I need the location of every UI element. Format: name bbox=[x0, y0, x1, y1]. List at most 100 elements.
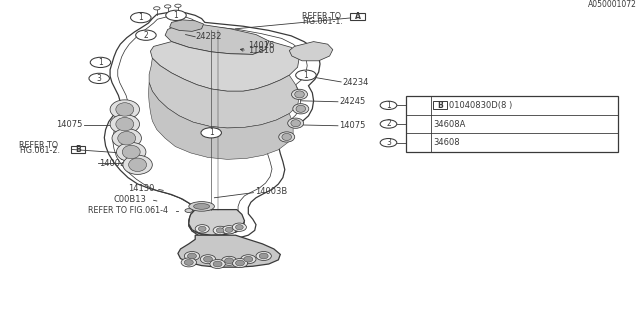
Text: 1: 1 bbox=[98, 58, 103, 67]
Ellipse shape bbox=[222, 226, 236, 234]
Polygon shape bbox=[289, 42, 333, 61]
Ellipse shape bbox=[184, 260, 193, 265]
Ellipse shape bbox=[129, 158, 147, 172]
Text: A: A bbox=[355, 12, 361, 21]
Polygon shape bbox=[165, 24, 269, 54]
Polygon shape bbox=[172, 30, 278, 79]
Ellipse shape bbox=[256, 252, 271, 260]
Ellipse shape bbox=[259, 253, 268, 259]
Ellipse shape bbox=[216, 228, 224, 233]
Ellipse shape bbox=[123, 155, 152, 174]
Text: 3: 3 bbox=[97, 74, 102, 83]
Ellipse shape bbox=[282, 133, 292, 140]
Ellipse shape bbox=[110, 115, 140, 134]
Ellipse shape bbox=[210, 260, 225, 268]
Polygon shape bbox=[150, 41, 300, 91]
Ellipse shape bbox=[295, 91, 305, 98]
Text: REFER TO: REFER TO bbox=[302, 12, 341, 21]
Circle shape bbox=[296, 70, 316, 80]
Text: FIG.061-2.: FIG.061-2. bbox=[19, 146, 60, 155]
Ellipse shape bbox=[185, 209, 193, 212]
Ellipse shape bbox=[241, 255, 256, 264]
Polygon shape bbox=[179, 35, 294, 88]
Ellipse shape bbox=[154, 7, 160, 10]
Ellipse shape bbox=[116, 142, 146, 162]
Ellipse shape bbox=[236, 260, 244, 266]
Text: 11810: 11810 bbox=[248, 46, 275, 55]
Circle shape bbox=[380, 139, 397, 147]
Polygon shape bbox=[178, 235, 280, 267]
Polygon shape bbox=[170, 20, 204, 31]
Ellipse shape bbox=[198, 226, 206, 231]
Ellipse shape bbox=[221, 256, 237, 265]
Ellipse shape bbox=[189, 202, 214, 211]
Text: 1: 1 bbox=[138, 13, 143, 22]
Text: 24234: 24234 bbox=[342, 78, 369, 87]
Ellipse shape bbox=[236, 225, 243, 230]
Circle shape bbox=[136, 30, 156, 40]
Ellipse shape bbox=[279, 132, 295, 142]
Circle shape bbox=[131, 12, 151, 23]
Text: C00B13: C00B13 bbox=[114, 196, 147, 204]
Ellipse shape bbox=[225, 258, 234, 264]
Circle shape bbox=[380, 101, 397, 109]
Ellipse shape bbox=[296, 105, 306, 112]
Text: 14075: 14075 bbox=[56, 120, 83, 129]
Ellipse shape bbox=[204, 256, 212, 262]
Ellipse shape bbox=[112, 129, 141, 148]
Text: 14075: 14075 bbox=[339, 121, 365, 130]
Ellipse shape bbox=[188, 253, 196, 259]
Circle shape bbox=[201, 128, 221, 138]
Circle shape bbox=[166, 10, 186, 20]
Text: 34608: 34608 bbox=[433, 139, 460, 148]
Ellipse shape bbox=[110, 100, 140, 119]
Ellipse shape bbox=[232, 223, 246, 231]
Ellipse shape bbox=[175, 4, 181, 7]
Ellipse shape bbox=[244, 256, 253, 262]
Text: A050001072: A050001072 bbox=[588, 0, 637, 9]
Ellipse shape bbox=[291, 120, 301, 127]
Polygon shape bbox=[148, 83, 293, 159]
Text: 14130: 14130 bbox=[128, 184, 154, 193]
Text: 1: 1 bbox=[209, 128, 214, 137]
Ellipse shape bbox=[164, 5, 171, 8]
Text: B: B bbox=[437, 101, 442, 110]
Text: 34608A: 34608A bbox=[433, 120, 466, 129]
Ellipse shape bbox=[288, 118, 304, 128]
Text: 2: 2 bbox=[386, 119, 391, 129]
Circle shape bbox=[90, 57, 111, 68]
Circle shape bbox=[89, 73, 109, 84]
Ellipse shape bbox=[122, 145, 140, 159]
Text: 24245: 24245 bbox=[339, 97, 365, 106]
Text: 24232: 24232 bbox=[195, 32, 221, 41]
Ellipse shape bbox=[116, 103, 134, 116]
Text: 1: 1 bbox=[303, 71, 308, 80]
Text: REFER TO: REFER TO bbox=[19, 141, 58, 150]
Text: REFER TO FIG.061-4: REFER TO FIG.061-4 bbox=[88, 206, 168, 215]
Ellipse shape bbox=[225, 227, 233, 232]
Text: B: B bbox=[76, 145, 81, 154]
Text: 14003A: 14003A bbox=[99, 159, 131, 168]
Text: 01040830D(8 ): 01040830D(8 ) bbox=[449, 101, 512, 110]
Polygon shape bbox=[189, 210, 244, 235]
Ellipse shape bbox=[181, 258, 196, 267]
Text: 1: 1 bbox=[173, 11, 179, 20]
Ellipse shape bbox=[118, 132, 136, 145]
Ellipse shape bbox=[213, 226, 227, 235]
Text: 3: 3 bbox=[386, 138, 391, 147]
Ellipse shape bbox=[292, 104, 308, 114]
Polygon shape bbox=[149, 58, 300, 128]
Ellipse shape bbox=[193, 204, 210, 209]
Ellipse shape bbox=[116, 117, 134, 131]
Ellipse shape bbox=[184, 252, 200, 260]
Circle shape bbox=[380, 120, 397, 128]
Ellipse shape bbox=[200, 255, 216, 264]
Text: 2: 2 bbox=[143, 31, 148, 40]
Text: 1: 1 bbox=[386, 101, 391, 110]
Text: 14003B: 14003B bbox=[255, 188, 287, 196]
Ellipse shape bbox=[292, 89, 308, 100]
Text: 14016: 14016 bbox=[248, 41, 275, 50]
Ellipse shape bbox=[232, 259, 248, 268]
Text: FIG.061-1.: FIG.061-1. bbox=[302, 17, 343, 26]
Ellipse shape bbox=[195, 225, 209, 233]
